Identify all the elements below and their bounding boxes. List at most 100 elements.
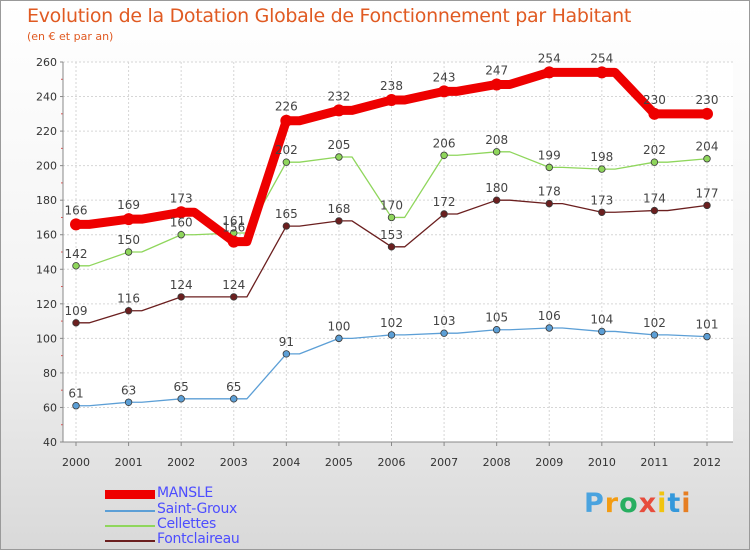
data-label-cellettes: 150 xyxy=(117,233,140,247)
data-label-saint-groux: 102 xyxy=(380,316,403,330)
data-point-cellettes xyxy=(545,163,553,172)
legend-label-fontclaireau: Fontclaireau xyxy=(157,531,240,547)
legend-item-saint-groux: Saint-Groux xyxy=(105,501,305,518)
data-label-cellettes: 199 xyxy=(538,148,561,162)
data-point-saint-groux xyxy=(72,402,80,410)
x-tick-label: 2006 xyxy=(378,456,406,469)
legend-item-mansle: MANSLE xyxy=(105,485,305,502)
data-point-saint-groux xyxy=(703,332,711,341)
data-point-saint-groux xyxy=(440,329,448,337)
data-label-fontclaireau: 172 xyxy=(433,195,456,209)
logo-letter: t xyxy=(667,488,682,519)
data-point-mansle xyxy=(490,78,503,91)
data-point-cellettes xyxy=(598,165,606,173)
data-point-mansle xyxy=(70,218,82,231)
y-tick-label: 80 xyxy=(43,367,57,380)
data-label-mansle: 156 xyxy=(222,221,245,235)
data-label-mansle: 166 xyxy=(65,203,88,217)
data-label-saint-groux: 61 xyxy=(68,387,83,401)
y-tick-label: 240 xyxy=(36,91,57,104)
x-tick-label: 2007 xyxy=(430,456,458,469)
data-point-fontclaireau xyxy=(387,243,396,251)
data-label-cellettes: 206 xyxy=(433,136,456,150)
data-point-cellettes xyxy=(703,155,711,163)
data-point-mansle xyxy=(595,66,608,79)
data-point-fontclaireau xyxy=(282,222,291,230)
data-point-saint-groux xyxy=(545,324,553,332)
data-label-cellettes: 198 xyxy=(590,150,613,164)
data-label-mansle: 232 xyxy=(327,89,350,103)
y-tick-label: 60 xyxy=(43,401,57,414)
data-label-cellettes: 142 xyxy=(65,247,88,261)
legend-swatch-mansle xyxy=(105,490,155,499)
legend-item-cellettes: Cellettes xyxy=(105,516,305,533)
data-point-saint-groux xyxy=(492,326,501,334)
data-label-fontclaireau: 116 xyxy=(117,292,140,306)
logo-letter: i xyxy=(681,488,692,519)
data-point-saint-groux xyxy=(282,350,291,358)
data-label-mansle: 243 xyxy=(433,70,456,84)
data-label-fontclaireau: 173 xyxy=(590,193,613,207)
data-label-fontclaireau: 109 xyxy=(65,304,88,318)
data-label-mansle: 254 xyxy=(538,51,561,65)
legend-swatch-fontclaireau xyxy=(105,540,155,542)
data-label-saint-groux: 65 xyxy=(226,380,241,394)
x-tick-label: 2010 xyxy=(588,456,616,469)
proxiti-logo: Proxiti xyxy=(584,488,692,519)
data-point-fontclaireau xyxy=(545,199,553,208)
data-label-fontclaireau: 153 xyxy=(380,228,403,242)
logo-letter: P xyxy=(584,488,605,519)
data-label-fontclaireau: 168 xyxy=(327,202,350,216)
data-label-mansle: 173 xyxy=(170,191,193,205)
y-tick-label: 140 xyxy=(36,263,57,276)
data-point-fontclaireau xyxy=(650,206,659,215)
data-point-cellettes xyxy=(282,158,291,166)
data-point-saint-groux xyxy=(598,327,606,336)
y-tick-label: 100 xyxy=(36,332,57,345)
data-point-saint-groux xyxy=(230,395,238,403)
grid-layer xyxy=(63,61,733,443)
data-label-saint-groux: 102 xyxy=(643,316,666,330)
data-point-mansle xyxy=(648,107,661,120)
series-layer xyxy=(70,66,713,410)
data-label-cellettes: 208 xyxy=(485,133,508,147)
data-point-mansle xyxy=(280,114,293,127)
data-label-cellettes: 170 xyxy=(380,198,403,212)
data-label-cellettes: 160 xyxy=(170,216,193,230)
data-label-mansle: 230 xyxy=(643,93,666,107)
data-label-saint-groux: 91 xyxy=(279,335,294,349)
data-label-fontclaireau: 124 xyxy=(222,278,245,292)
data-point-fontclaireau xyxy=(440,210,448,218)
data-point-cellettes xyxy=(387,213,396,222)
data-point-fontclaireau xyxy=(177,293,185,301)
data-label-cellettes: 202 xyxy=(643,143,666,157)
y-tick-label: 120 xyxy=(36,298,57,311)
x-tick-label: 2004 xyxy=(272,456,300,469)
data-point-fontclaireau xyxy=(335,217,343,225)
data-point-cellettes xyxy=(440,151,448,159)
y-tick-label: 180 xyxy=(36,194,57,207)
legend-label-cellettes: Cellettes xyxy=(157,516,216,532)
data-point-mansle xyxy=(227,235,240,248)
data-point-mansle xyxy=(122,213,135,226)
data-label-saint-groux: 104 xyxy=(590,312,613,326)
data-label-saint-groux: 63 xyxy=(121,383,136,397)
data-point-cellettes xyxy=(335,153,343,161)
data-label-saint-groux: 103 xyxy=(433,314,456,328)
data-point-mansle xyxy=(332,104,345,117)
data-label-cellettes: 202 xyxy=(275,143,298,157)
data-point-mansle xyxy=(385,94,398,106)
data-point-saint-groux xyxy=(335,334,343,343)
data-point-saint-groux xyxy=(124,398,133,406)
data-label-layer: 109 116 124 124 165 168 153 172 180 178 173 174 177 6… xyxy=(65,51,719,400)
data-label-fontclaireau: 165 xyxy=(275,207,298,221)
data-label-mansle: 254 xyxy=(590,51,613,65)
y-tick-label: 40 xyxy=(43,436,57,449)
data-point-mansle xyxy=(701,107,713,120)
data-label-fontclaireau: 177 xyxy=(696,186,719,200)
data-point-mansle xyxy=(543,66,556,79)
x-tick-label: 2012 xyxy=(693,456,721,469)
chart-title: Evolution de la Dotation Globale de Fonc… xyxy=(27,5,632,27)
x-tick-label: 2003 xyxy=(220,456,248,469)
